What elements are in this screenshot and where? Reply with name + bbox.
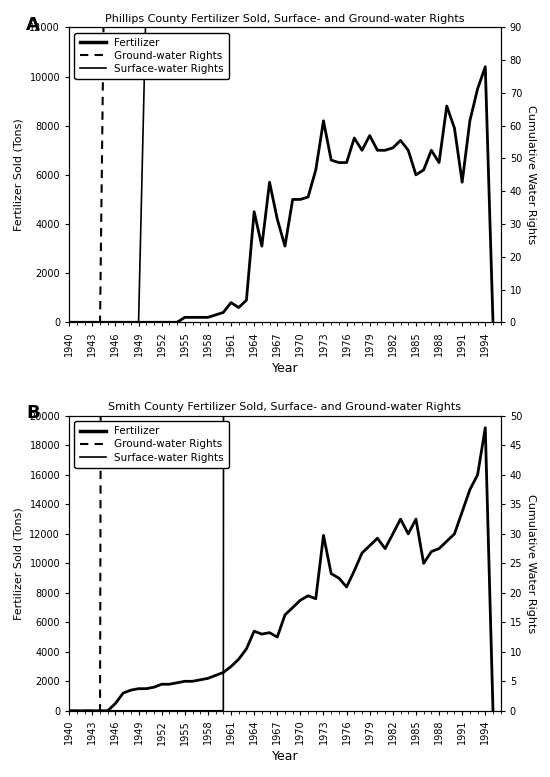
Fertilizer [74, 706, 80, 716]
Fertilizer [74, 318, 80, 327]
Y-axis label: Cumulative Water Rights: Cumulative Water Rights [526, 494, 536, 633]
Ground-water Rights [66, 706, 73, 716]
Fertilizer [66, 706, 73, 716]
Surface-water Rights [220, 706, 227, 716]
X-axis label: Year: Year [272, 750, 298, 763]
Fertilizer [389, 143, 396, 152]
Ground-water Rights [74, 706, 80, 716]
Fertilizer [490, 318, 496, 327]
Line: Ground-water Rights: Ground-water Rights [69, 0, 493, 322]
Line: Fertilizer: Fertilizer [69, 67, 493, 322]
Line: Ground-water Rights: Ground-water Rights [69, 0, 493, 711]
Y-axis label: Cumulative Water Rights: Cumulative Water Rights [526, 106, 536, 245]
Surface-water Rights [66, 706, 73, 716]
Legend: Fertilizer, Ground-water Rights, Surface-water Rights: Fertilizer, Ground-water Rights, Surface… [74, 421, 229, 468]
Fertilizer [66, 318, 73, 327]
X-axis label: Year: Year [272, 361, 298, 375]
Line: Surface-water Rights: Surface-water Rights [69, 0, 493, 711]
Line: Fertilizer: Fertilizer [69, 427, 493, 711]
Text: B: B [26, 404, 40, 422]
Fertilizer [482, 423, 488, 432]
Fertilizer [343, 158, 350, 167]
Text: A: A [26, 16, 40, 33]
Surface-water Rights [66, 318, 73, 327]
Ground-water Rights [74, 318, 80, 327]
Fertilizer [328, 155, 334, 165]
Title: Smith County Fertilizer Sold, Surface- and Ground-water Rights: Smith County Fertilizer Sold, Surface- a… [108, 402, 461, 413]
Surface-water Rights [74, 318, 80, 327]
Y-axis label: Fertilizer Sold (Tons): Fertilizer Sold (Tons) [14, 507, 24, 620]
Fertilizer [305, 591, 311, 601]
Fertilizer [328, 569, 334, 578]
Surface-water Rights [74, 706, 80, 716]
Line: Surface-water Rights: Surface-water Rights [69, 0, 493, 322]
Title: Phillips County Fertilizer Sold, Surface- and Ground-water Rights: Phillips County Fertilizer Sold, Surface… [105, 14, 465, 24]
Fertilizer [482, 62, 488, 71]
Fertilizer [220, 667, 227, 677]
Fertilizer [305, 193, 311, 202]
Fertilizer [343, 582, 350, 591]
Legend: Fertilizer, Ground-water Rights, Surface-water Rights: Fertilizer, Ground-water Rights, Surface… [74, 33, 229, 79]
Y-axis label: Fertilizer Sold (Tons): Fertilizer Sold (Tons) [14, 118, 24, 232]
Ground-water Rights [66, 318, 73, 327]
Fertilizer [389, 529, 396, 538]
Fertilizer [490, 706, 496, 716]
Fertilizer [220, 308, 227, 317]
